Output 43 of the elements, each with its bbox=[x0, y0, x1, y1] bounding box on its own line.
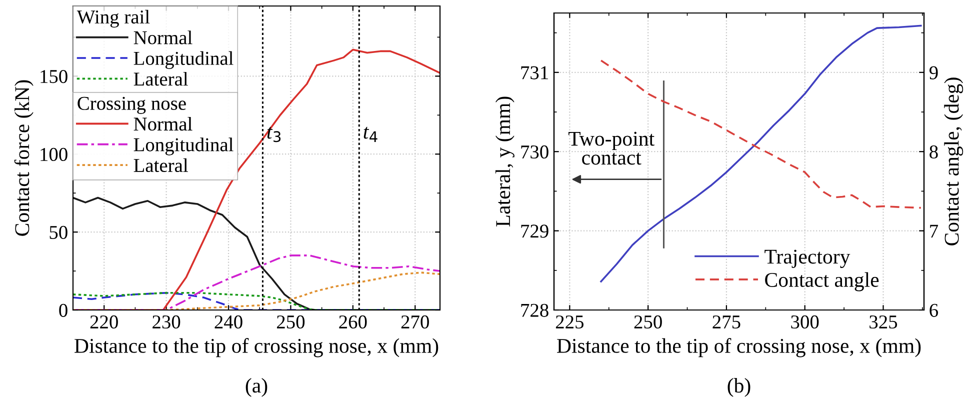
legend-label: Normal bbox=[134, 30, 192, 44]
x-tick-label: 230 bbox=[152, 315, 180, 329]
x-tick-label: 275 bbox=[712, 315, 740, 329]
y-axis-title: Lateral, y (mm) bbox=[495, 96, 514, 227]
y2-tick-label: 8 bbox=[930, 145, 938, 159]
y-tick-label: 729 bbox=[521, 224, 548, 238]
y-tick-label: 0 bbox=[59, 304, 68, 317]
x-tick-label: 250 bbox=[634, 315, 662, 329]
x-tick-label: 300 bbox=[791, 315, 819, 329]
text: Crossing nose bbox=[78, 96, 186, 114]
legend-label: Lateral bbox=[134, 158, 188, 172]
legend-label: Longitudinal bbox=[134, 51, 234, 69]
annotation: Two-point contact bbox=[568, 132, 654, 165]
x-tick-label: 250 bbox=[276, 315, 305, 329]
y-tick-label: 728 bbox=[521, 304, 548, 317]
y-axis-title: Contact force (kN) bbox=[14, 80, 34, 236]
x-tick-label: 260 bbox=[339, 315, 367, 329]
text: (a) bbox=[246, 378, 268, 397]
y-tick-label: 150 bbox=[40, 70, 68, 84]
text: Wing rail bbox=[76, 10, 150, 28]
text: (b) bbox=[728, 378, 750, 397]
legend-label: Lateral bbox=[134, 72, 188, 86]
y2-tick-label: 9 bbox=[929, 66, 938, 80]
ref-line-label: t$_{4}$ bbox=[364, 126, 378, 142]
legend-label: Contact angle bbox=[765, 272, 879, 292]
x-tick-label: 240 bbox=[214, 315, 242, 329]
y2-tick-label: 6 bbox=[930, 304, 938, 317]
y-tick-label: 731 bbox=[521, 66, 548, 80]
x-axis-title: Distance to the tip of crossing nose, x (mm) bbox=[557, 338, 921, 358]
y-tick-label: 730 bbox=[521, 145, 548, 159]
ref-line-label: t$_{3}$ bbox=[267, 126, 281, 142]
x-tick-label: 270 bbox=[401, 315, 429, 329]
y-tick-label: 100 bbox=[40, 148, 68, 162]
y-tick-label: 50 bbox=[50, 226, 68, 239]
x-tick-label: 325 bbox=[870, 315, 898, 329]
x-tick-label: 220 bbox=[90, 315, 118, 329]
x-axis-title: Distance to the tip of crossing nose, x (mm) bbox=[74, 338, 438, 358]
legend-label: Normal bbox=[134, 116, 192, 131]
x-tick-label: 225 bbox=[556, 315, 584, 329]
legend-label: Trajectory bbox=[764, 250, 850, 268]
y2-axis-title: Contact angle, (deg) bbox=[944, 78, 964, 246]
y2-tick-label: 7 bbox=[930, 224, 938, 238]
legend-label: Longitudinal bbox=[134, 138, 234, 156]
